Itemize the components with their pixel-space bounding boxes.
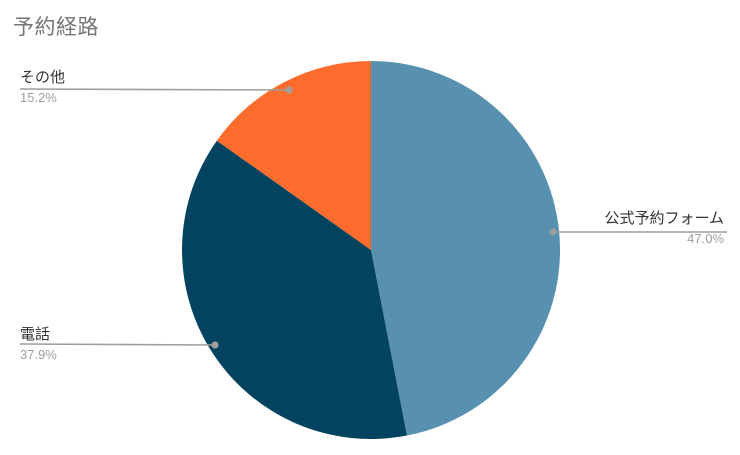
callout-dot-2 (285, 86, 293, 94)
callout-phone: 電話 37.9% (20, 326, 57, 363)
callout-line-1 (19, 343, 216, 346)
slice-label-other: その他 (20, 69, 66, 86)
slice-pct-phone: 37.9% (20, 347, 57, 362)
callout-line-2 (19, 88, 290, 91)
slice-pct-other: 15.2% (20, 90, 57, 105)
slice-label-official-form: 公式予約フォーム (604, 210, 724, 227)
pie-slice-2[interactable] (216, 61, 371, 250)
callout-dot-0 (549, 228, 557, 236)
chart-title: 予約経路 (13, 16, 99, 39)
pie-slice-1[interactable] (182, 140, 407, 440)
pie-slice-0[interactable] (371, 60, 561, 436)
callout-dot-1 (211, 341, 219, 349)
slice-label-phone: 電話 (20, 326, 51, 343)
slice-pct-official-form: 47.0% (687, 231, 724, 246)
callout-other: その他 15.2% (20, 69, 65, 106)
callout-official-form: 公式予約フォーム 47.0% (604, 210, 724, 247)
